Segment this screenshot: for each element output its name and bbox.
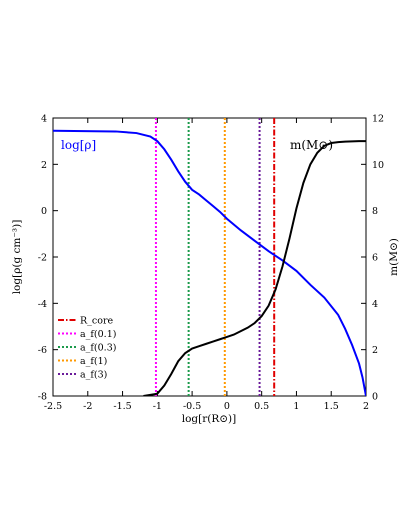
y-left-tick-label: 0: [41, 206, 47, 217]
y-right-tick-label: 4: [372, 299, 378, 310]
mass-series-line: [143, 140, 366, 396]
y-right-tick-label: 0: [372, 392, 378, 403]
legend-label: R_core: [80, 316, 113, 327]
series-layer: [53, 129, 366, 396]
legend-label: a_f(3): [80, 370, 107, 381]
y-right-axis-ticks: 12 10 8 6 4 2 0: [361, 114, 384, 403]
x-axis-ticks: -2.5 -2 -1.5 -1 -0.5 0 0.5 1 1.5 2: [44, 118, 369, 412]
density-series-label: log[ρ]: [61, 138, 96, 152]
y-right-tick-label: 6: [372, 253, 378, 264]
legend-label: a_f(0.1): [80, 329, 116, 340]
y-left-axis-label: log[ρ(g cm⁻³)]: [11, 220, 23, 295]
y-left-tick-label: -2: [38, 253, 47, 264]
density-series-line: [53, 129, 366, 396]
x-tick-label: -2.5: [44, 401, 62, 412]
y-left-tick-label: -4: [38, 299, 47, 310]
y-right-axis-label: m(M⊙): [388, 238, 400, 276]
x-tick-label: -1.5: [113, 401, 131, 412]
legend-label: a_f(0.3): [80, 343, 116, 354]
y-right-tick-label: 10: [372, 160, 384, 171]
x-axis-label: log[r(R⊙)]: [182, 413, 237, 425]
y-left-axis-ticks: 4 2 0 -2 -4 -6 -8: [38, 114, 58, 403]
y-left-tick-label: -6: [38, 345, 47, 356]
x-tick-label: 0: [224, 401, 230, 412]
y-right-tick-label: 8: [372, 206, 378, 217]
y-right-tick-label: 12: [372, 114, 384, 125]
x-tick-label: -1: [153, 401, 162, 412]
x-tick-label: 2: [363, 401, 369, 412]
plot-frame: [52, 117, 367, 397]
vertical-marker-lines: [154, 118, 276, 396]
mass-series-label: m(M⊙): [290, 138, 333, 152]
y-left-tick-label: -8: [38, 392, 47, 403]
x-tick-label: 1.5: [324, 401, 339, 412]
y-left-tick-label: 4: [41, 114, 47, 125]
y-left-tick-label: 2: [41, 160, 47, 171]
x-tick-label: 0.5: [254, 401, 269, 412]
y-right-tick-label: 2: [372, 345, 378, 356]
x-tick-label: 1: [293, 401, 299, 412]
x-tick-label: -2: [83, 401, 92, 412]
x-tick-label: -0.5: [183, 401, 201, 412]
legend: R_core a_f(0.1) a_f(0.3) a_f(1) a_f(3): [58, 316, 116, 381]
legend-label: a_f(1): [80, 356, 107, 367]
